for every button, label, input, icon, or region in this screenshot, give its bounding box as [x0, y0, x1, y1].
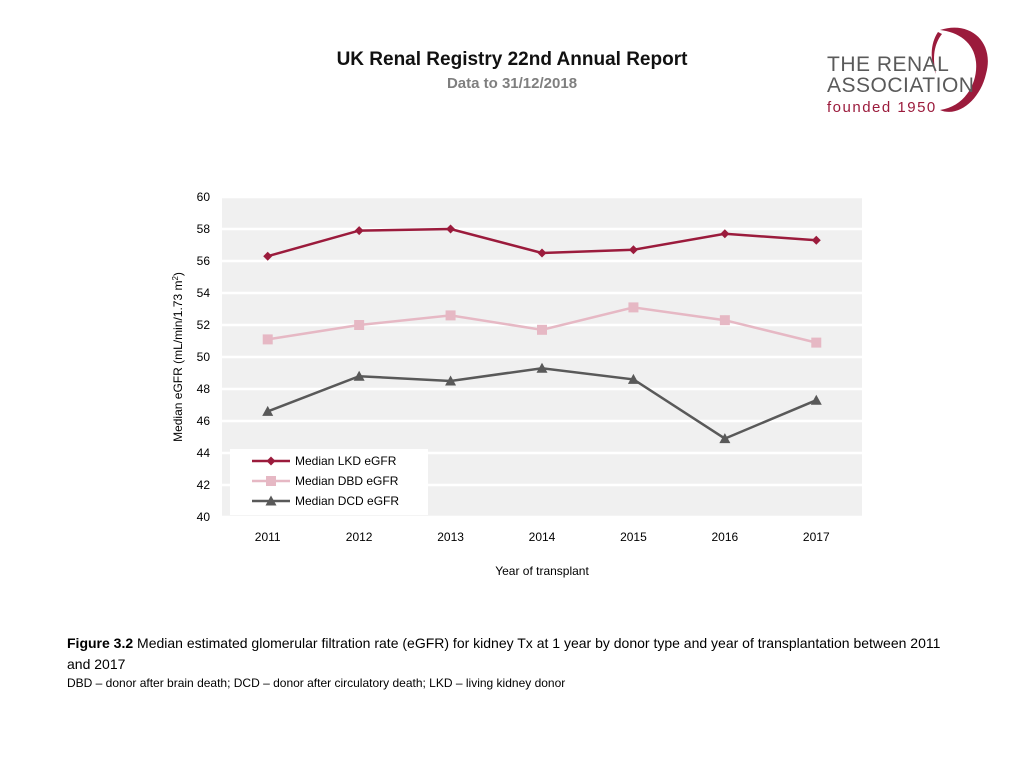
data-point	[719, 433, 731, 444]
x-tick-label: 2014	[529, 530, 556, 544]
data-point	[810, 394, 822, 405]
figure-footnote: DBD – donor after brain death; DCD – don…	[67, 676, 566, 690]
legend-label: Median LKD eGFR	[295, 454, 397, 468]
data-point	[353, 370, 365, 381]
legend-marker	[266, 456, 276, 466]
y-tick-label: 46	[197, 414, 211, 428]
data-point	[627, 373, 639, 384]
y-axis-label: Median eGFR (mL/min/1.73 m2)	[171, 272, 186, 442]
logo-text-line-3: founded 1950	[827, 99, 937, 116]
x-tick-label: 2012	[346, 530, 373, 544]
renal-association-logo: THE RENAL ASSOCIATION founded 1950	[820, 22, 1000, 122]
data-point	[536, 362, 548, 373]
logo-text-line-2: ASSOCIATION	[827, 74, 975, 97]
x-tick-label: 2016	[712, 530, 739, 544]
series-triangle	[262, 362, 822, 444]
y-tick-label: 58	[197, 222, 211, 236]
data-point	[628, 302, 639, 313]
legend-marker	[266, 476, 276, 486]
report-subtitle: Data to 31/12/2018	[446, 75, 578, 92]
logo-swirl-icon	[931, 27, 988, 112]
legend-marker	[265, 495, 277, 506]
x-tick-label: 2017	[803, 530, 830, 544]
data-point	[354, 320, 365, 330]
y-tick-label: 54	[197, 286, 211, 300]
y-tick-label: 48	[197, 382, 211, 396]
data-point	[446, 224, 456, 234]
data-point	[811, 337, 822, 348]
data-point	[720, 229, 730, 239]
data-point	[262, 334, 273, 345]
data-point	[263, 251, 273, 261]
data-point	[445, 310, 456, 321]
data-point	[354, 226, 364, 236]
series-square	[262, 302, 822, 348]
data-point	[537, 248, 547, 258]
y-tick-label: 40	[197, 510, 211, 524]
data-point	[719, 315, 730, 326]
egfr-line-chart: 40 42 44 46 48 50 52 54 56 58 60 2011 2012 2013 2014 20…	[171, 190, 862, 578]
x-tick-label: 2011	[255, 530, 281, 544]
y-tick-label: 50	[197, 350, 211, 364]
y-tick-label: 42	[197, 478, 211, 492]
y-tick-label: 52	[197, 318, 211, 332]
data-point	[445, 375, 457, 386]
y-tick-label: 60	[197, 190, 211, 204]
y-tick-label: 56	[197, 254, 211, 268]
figure-caption-text: Median estimated glomerular filtration r…	[67, 635, 941, 672]
report-header: UK Renal Registry 22nd Annual Report Dat…	[0, 48, 1024, 96]
chart-legend: Median LKD eGFR Median DBD eGFR Median DCD…	[230, 449, 428, 515]
y-tick-label: 44	[197, 446, 211, 460]
series-diamond	[263, 224, 821, 261]
data-point	[537, 324, 547, 335]
data-point	[811, 235, 821, 245]
report-title: UK Renal Registry 22nd Annual Report	[336, 49, 688, 70]
data-point	[628, 245, 638, 255]
legend-label: Median DCD eGFR	[295, 494, 399, 508]
x-tick-label: 2015	[620, 530, 647, 544]
logo-text-line-1: THE RENAL	[827, 53, 950, 76]
x-axis-label: Year of transplant	[495, 564, 589, 578]
figure-label: Figure 3.2	[67, 635, 134, 651]
data-point	[262, 405, 274, 416]
x-tick-label: 2013	[437, 530, 464, 544]
legend-label: Median DBD eGFR	[295, 474, 399, 488]
figure-caption: Figure 3.2 Median estimated glomerular f…	[67, 633, 967, 675]
